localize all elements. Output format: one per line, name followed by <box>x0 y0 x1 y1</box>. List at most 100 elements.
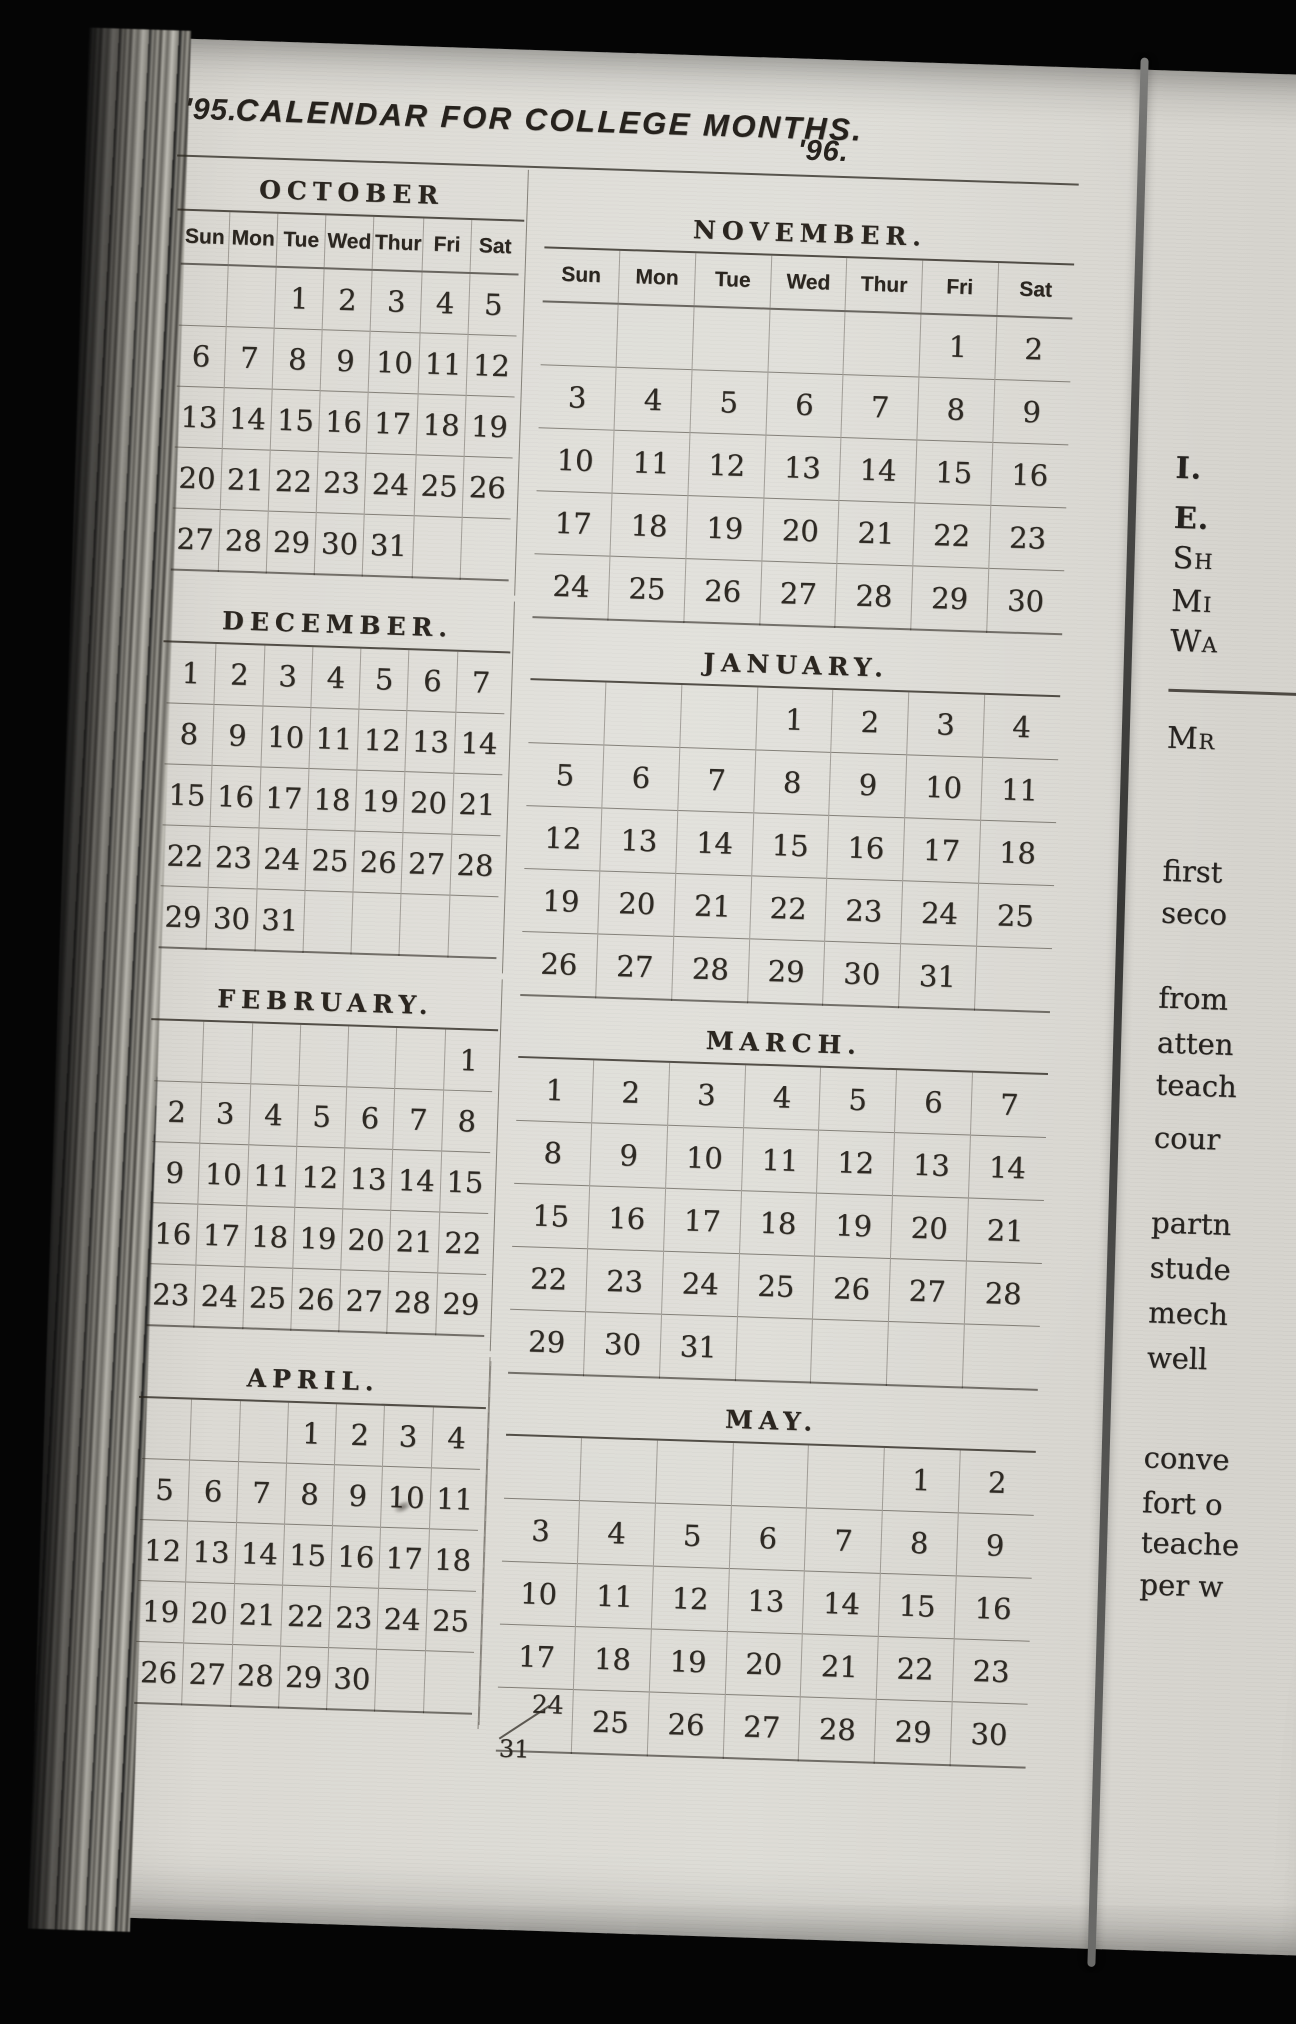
day-cell: 8 <box>441 1090 492 1153</box>
day-cell <box>767 308 846 375</box>
day-cell: 8 <box>284 1463 335 1526</box>
day-cell <box>528 680 606 745</box>
day-cell <box>806 1445 885 1511</box>
day-cell: 23 <box>988 505 1067 571</box>
day-cell: 31 <box>659 1314 738 1381</box>
day-cell <box>974 946 1053 1013</box>
day-cell: 4 <box>982 694 1061 760</box>
day-cell: 30 <box>986 568 1065 635</box>
day-cell: 26 <box>462 456 513 519</box>
day-cell <box>504 1436 582 1501</box>
day-cell: 14 <box>391 1149 442 1212</box>
day-cell: 24 <box>364 453 417 516</box>
text-fragment: Sh <box>1172 540 1215 578</box>
day-cell: 5 <box>689 369 768 436</box>
day-cell: 10 <box>380 1466 432 1529</box>
day-cell: 6 <box>187 1460 239 1523</box>
day-cell: 9 <box>992 379 1071 445</box>
day-cell: 17 <box>366 392 419 455</box>
day-cell: 25 <box>425 1589 476 1653</box>
day-cell: 22 <box>280 1585 331 1648</box>
day-cell: 6 <box>176 325 227 388</box>
day-cell: 25 <box>571 1689 650 1756</box>
day-cell: 2 <box>957 1450 1036 1516</box>
day-cell: 13 <box>342 1147 394 1211</box>
day-cell: 27 <box>888 1258 967 1324</box>
text-fragment: from <box>1157 980 1229 1017</box>
day-cell: 26 <box>290 1268 341 1332</box>
day-cell <box>351 892 402 956</box>
day-cell: 2 <box>994 315 1073 382</box>
day-cell: 17 <box>497 1624 576 1690</box>
day-cell: 2 <box>334 1404 385 1467</box>
day-cell: 8 <box>164 702 215 766</box>
week-row: 20 21 22 23 24 25 26 <box>172 447 513 519</box>
day-cell: 22 <box>268 450 319 513</box>
text-fragment: E. <box>1173 500 1210 537</box>
day-cell: 6 <box>765 372 844 438</box>
day-cell: 7 <box>236 1461 287 1525</box>
day-cell: 29 <box>435 1272 486 1336</box>
day-header-cell: Fri <box>920 260 999 316</box>
day-cell: 20 <box>183 1581 235 1645</box>
month-table: 1 2 3 4 5 6 7 8 9 10 11 12 13 14 15 16 17 18 19 20 21 22 23 24 2… <box>145 1020 494 1337</box>
day-cell: 31 <box>254 888 305 952</box>
day-cell: 29 <box>158 885 209 949</box>
day-cell <box>346 1026 398 1089</box>
day-cell: 12 <box>294 1146 345 1209</box>
day-cell: 16 <box>826 815 905 881</box>
day-cell: 2 <box>831 689 909 755</box>
text-fragment: cour <box>1153 1120 1221 1157</box>
day-cell: 14 <box>453 712 504 775</box>
day-header-cell: Sun <box>180 210 230 266</box>
day-cell: 23 <box>824 878 903 944</box>
day-cell: 16 <box>587 1185 666 1252</box>
book-page: '95. CALENDAR FOR COLLEGE MONTHS. '96. O… <box>27 27 1296 1968</box>
day-cell: 27 <box>401 832 452 896</box>
day-cell: 16 <box>990 442 1069 508</box>
day-cell: 5 <box>139 1458 190 1522</box>
day-cell: 26 <box>133 1641 184 1705</box>
day-cell: 4 <box>420 271 471 335</box>
day-cell: 27 <box>722 1694 801 1761</box>
day-cell: 29 <box>278 1646 329 1710</box>
day-cell: 6 <box>894 1070 973 1136</box>
day-cell: 8 <box>514 1120 592 1186</box>
day-cell: 7 <box>970 1072 1048 1138</box>
day-cell: 21 <box>966 1198 1044 1264</box>
day-cell <box>399 893 450 957</box>
day-cell <box>730 1443 809 1508</box>
day-cell: 15 <box>439 1151 490 1214</box>
day-cell: 26 <box>353 831 404 894</box>
day-cell: 26 <box>647 1691 725 1758</box>
day-cell: 14 <box>968 1135 1046 1201</box>
day-cell: 16 <box>318 390 369 454</box>
week-row: 1 <box>154 1020 494 1092</box>
text-fragment: conve <box>1143 1440 1231 1478</box>
day-cell: 16 <box>210 765 261 828</box>
day-cell: 16 <box>330 1525 381 1589</box>
month-table: Sun Mon Tue Wed Thur Fri Sat 1 2 3 4 5 6 7 8 9 10 11 12 13 1… <box>532 248 1075 636</box>
day-cell <box>447 895 498 959</box>
month-table: 1 2 3 4 5 6 7 8 9 10 11 12 13 14 15 16 17 18 19 20 21 22 23 24 2… <box>520 680 1061 1014</box>
day-cell: 14 <box>675 810 754 876</box>
day-cell: 7 <box>224 326 275 390</box>
day-cell: 5 <box>818 1067 897 1133</box>
day-cell: 18 <box>573 1626 652 1692</box>
day-cell: 2 <box>322 268 373 332</box>
day-cell <box>238 1401 289 1464</box>
day-cell: 29 <box>747 938 825 1005</box>
day-cell: 16 <box>147 1202 199 1266</box>
text-fragment: seco <box>1160 895 1228 932</box>
day-cell: 17 <box>258 766 309 830</box>
day-cell: 9 <box>829 752 907 818</box>
calendar-february: FEBRUARY. 1 2 3 4 5 6 7 8 9 10 11 12 13 14 15 16 17 18 19 2… <box>138 968 503 1352</box>
week-row: 15 16 17 18 19 20 21 <box>162 763 502 836</box>
day-cell: 14 <box>222 387 273 451</box>
day-cell: 1 <box>545 1072 565 1108</box>
day-cell: 22 <box>749 875 827 942</box>
day-cell: 11 <box>246 1144 297 1208</box>
